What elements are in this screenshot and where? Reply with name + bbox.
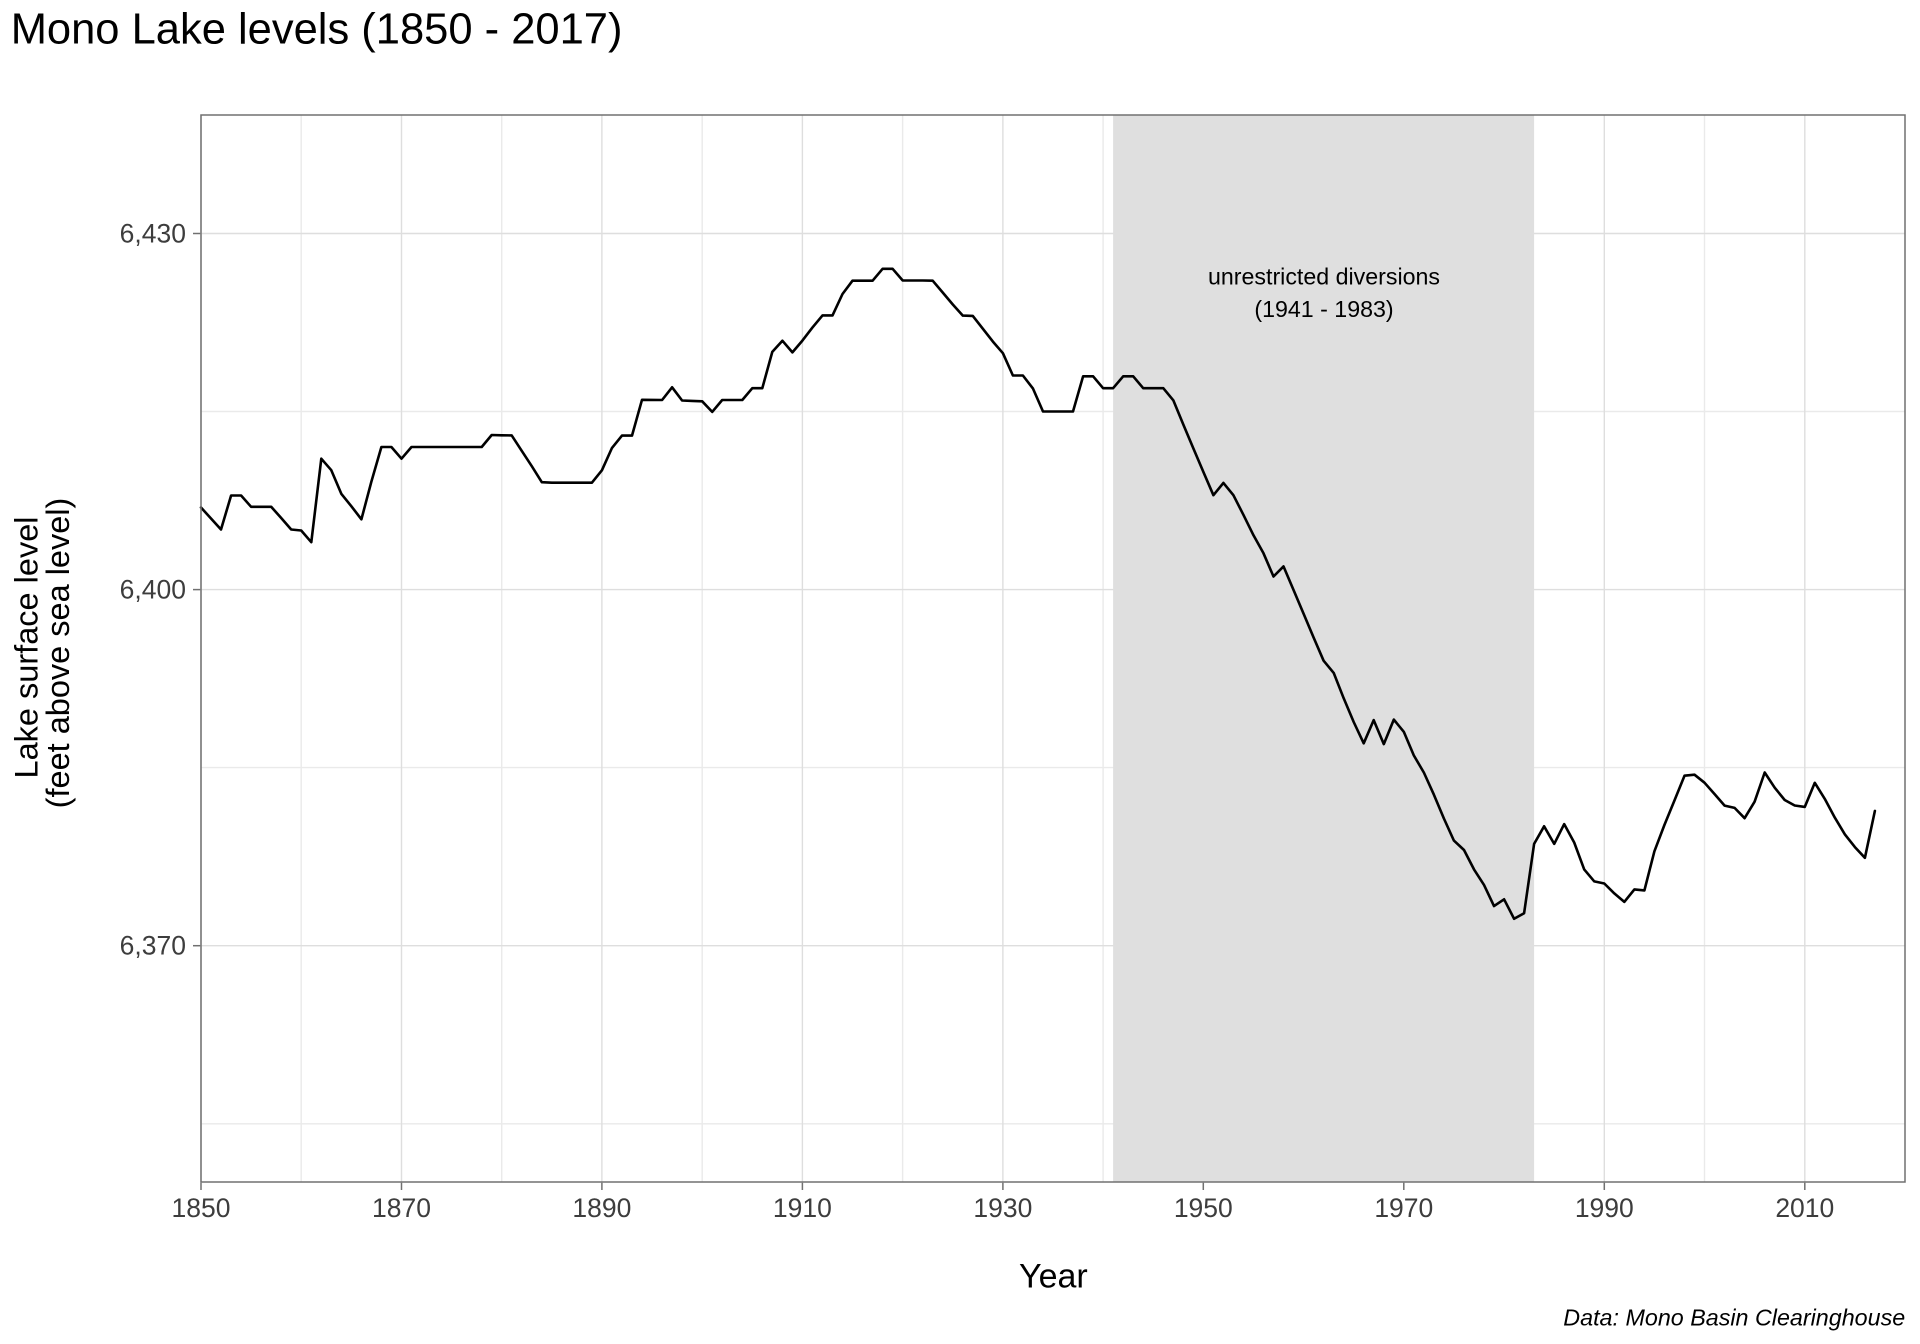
svg-text:1910: 1910 — [773, 1193, 832, 1223]
svg-text:1850: 1850 — [172, 1193, 231, 1223]
svg-text:Mono Lake levels (1850 - 2017): Mono Lake levels (1850 - 2017) — [11, 6, 623, 54]
svg-text:Year: Year — [1019, 1257, 1088, 1295]
svg-text:(feet above sea level): (feet above sea level) — [40, 498, 76, 809]
svg-text:Data: Mono Basin Clearinghouse: Data: Mono Basin Clearinghouse — [1563, 1305, 1905, 1331]
svg-text:2010: 2010 — [1775, 1193, 1834, 1223]
svg-text:6,370: 6,370 — [120, 931, 186, 961]
svg-text:1970: 1970 — [1374, 1193, 1433, 1223]
svg-text:Lake surface level: Lake surface level — [9, 517, 45, 779]
svg-text:(1941 - 1983): (1941 - 1983) — [1254, 296, 1393, 322]
svg-text:1950: 1950 — [1174, 1193, 1233, 1223]
svg-text:6,400: 6,400 — [120, 574, 186, 604]
svg-text:unrestricted diversions: unrestricted diversions — [1208, 264, 1440, 290]
svg-text:1870: 1870 — [372, 1193, 431, 1223]
svg-text:1990: 1990 — [1575, 1193, 1634, 1223]
svg-text:1930: 1930 — [973, 1193, 1032, 1223]
svg-text:1890: 1890 — [572, 1193, 631, 1223]
svg-text:6,430: 6,430 — [120, 218, 186, 248]
